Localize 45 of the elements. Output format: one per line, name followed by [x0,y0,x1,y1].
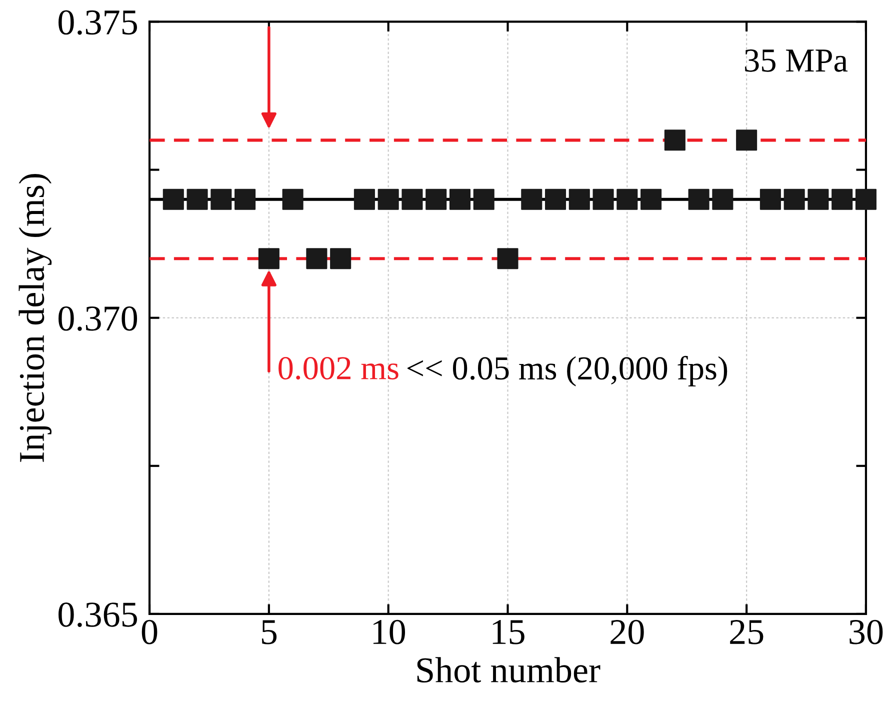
point [186,188,208,210]
point [760,188,781,210]
point [497,248,518,270]
point [640,188,662,210]
point [688,188,710,210]
point [258,248,280,270]
annotation: 35 MPa [745,49,848,72]
point [568,188,590,210]
point [234,188,256,210]
point [306,248,328,270]
x-tick-label: 30 [850,620,883,644]
point [855,188,876,210]
point [712,188,734,210]
point [282,188,304,210]
y-tick-label: 0.365 [58,602,137,627]
point [426,188,447,210]
point [784,188,805,210]
x-tick-label: 20 [610,620,644,644]
point [521,188,542,210]
x-axis-title: Shot number [417,657,600,683]
point [449,188,470,210]
point [592,188,614,210]
point [736,130,758,151]
annotation: 0.002 ms [278,356,398,380]
point [544,188,566,210]
x-tick-label: 25 [730,620,764,644]
point [808,188,829,210]
x-tick-label: 5 [262,620,277,644]
point [832,188,853,210]
point [354,188,375,210]
point [402,188,423,210]
y-tick-label: 0.370 [58,306,138,331]
x-tick-label: 0 [142,620,158,644]
y-axis-title: Injection delay (ms) [18,174,52,462]
point [378,188,399,210]
y-tick-label: 0.375 [58,10,137,35]
point [210,188,232,210]
point [664,130,686,151]
point [162,188,184,210]
x-tick-label: 15 [492,620,524,644]
point [330,248,352,270]
point [616,188,638,210]
x-tick-label: 10 [373,620,406,644]
annotation: << 0.05 ms (20,000 fps) [407,356,728,386]
point [473,188,494,210]
